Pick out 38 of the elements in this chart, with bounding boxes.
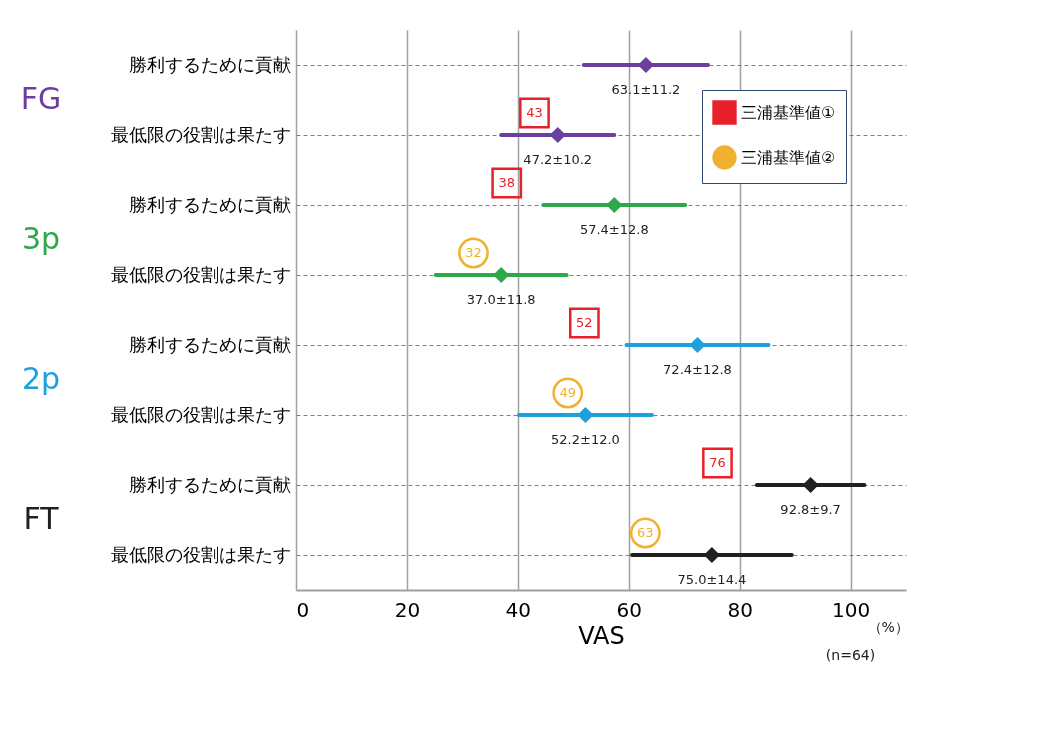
y-tick-label: 勝利するために貢献: [128, 193, 291, 215]
y-tick-label: 最低限の役割は果たす: [110, 263, 291, 285]
legend-label: 三浦基準値②: [741, 147, 836, 167]
data-label: 57.4±12.8: [579, 222, 649, 237]
data-label: 63: [637, 525, 654, 540]
x-tick-label: 0: [296, 597, 310, 622]
x-tick-label: 80: [727, 597, 753, 622]
data-label: 37.0±11.8: [466, 292, 536, 307]
x-tick-label: 20: [394, 597, 421, 622]
data-label: 38: [498, 175, 515, 190]
text: （%）: [867, 619, 909, 635]
data-label: 47.2±10.2: [523, 152, 593, 167]
y-tick-label: 最低限の役割は果たす: [110, 123, 291, 145]
x-tick-label: 60: [616, 597, 642, 622]
data-label: 75.0±14.4: [677, 572, 747, 587]
text: 3p: [21, 221, 61, 256]
legend-label: 三浦基準値①: [741, 102, 836, 122]
text: FT: [23, 501, 60, 536]
data-label: 92.8±9.7: [780, 502, 841, 517]
data-label: 32: [465, 245, 482, 260]
text: (n=64): [825, 647, 876, 663]
data-label: 72.4±12.8: [663, 362, 732, 377]
y-tick-label: 勝利するために貢献: [128, 333, 291, 355]
data-label: 63.1±11.2: [611, 82, 681, 97]
text: FG: [20, 81, 62, 116]
x-axis-title: VAS: [578, 621, 625, 650]
data-label: 52.2±12.0: [551, 432, 620, 447]
data-label: 49: [559, 385, 576, 400]
data-label: 76: [709, 455, 726, 470]
x-tick-label: 100: [831, 597, 871, 622]
data-label: 43: [526, 105, 543, 120]
x-tick-label: 40: [505, 597, 532, 622]
y-tick-label: 最低限の役割は果たす: [110, 543, 291, 565]
text: 2p: [21, 361, 61, 396]
y-tick-label: 勝利するために貢献: [128, 473, 291, 495]
data-label: 52: [576, 315, 593, 330]
y-tick-label: 勝利するために貢献: [128, 53, 291, 75]
y-tick-label: 最低限の役割は果たす: [110, 403, 291, 425]
